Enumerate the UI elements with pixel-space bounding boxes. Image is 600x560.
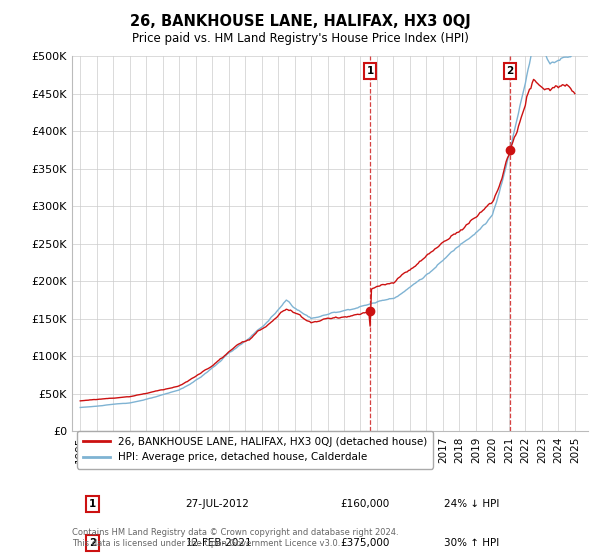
Text: £160,000: £160,000: [340, 499, 389, 509]
Text: 24% ↓ HPI: 24% ↓ HPI: [443, 499, 499, 509]
Text: 27-JUL-2012: 27-JUL-2012: [185, 499, 250, 509]
Text: 1: 1: [367, 66, 374, 76]
Text: £375,000: £375,000: [340, 538, 389, 548]
Text: Contains HM Land Registry data © Crown copyright and database right 2024.
This d: Contains HM Land Registry data © Crown c…: [72, 528, 398, 548]
Text: 26, BANKHOUSE LANE, HALIFAX, HX3 0QJ: 26, BANKHOUSE LANE, HALIFAX, HX3 0QJ: [130, 14, 470, 29]
Text: Price paid vs. HM Land Registry's House Price Index (HPI): Price paid vs. HM Land Registry's House …: [131, 32, 469, 45]
Text: 30% ↑ HPI: 30% ↑ HPI: [443, 538, 499, 548]
Text: 1: 1: [89, 499, 96, 509]
Text: 12-FEB-2021: 12-FEB-2021: [185, 538, 252, 548]
Text: 2: 2: [89, 538, 96, 548]
Text: 2: 2: [506, 66, 514, 76]
Legend: 26, BANKHOUSE LANE, HALIFAX, HX3 0QJ (detached house), HPI: Average price, detac: 26, BANKHOUSE LANE, HALIFAX, HX3 0QJ (de…: [77, 431, 433, 469]
